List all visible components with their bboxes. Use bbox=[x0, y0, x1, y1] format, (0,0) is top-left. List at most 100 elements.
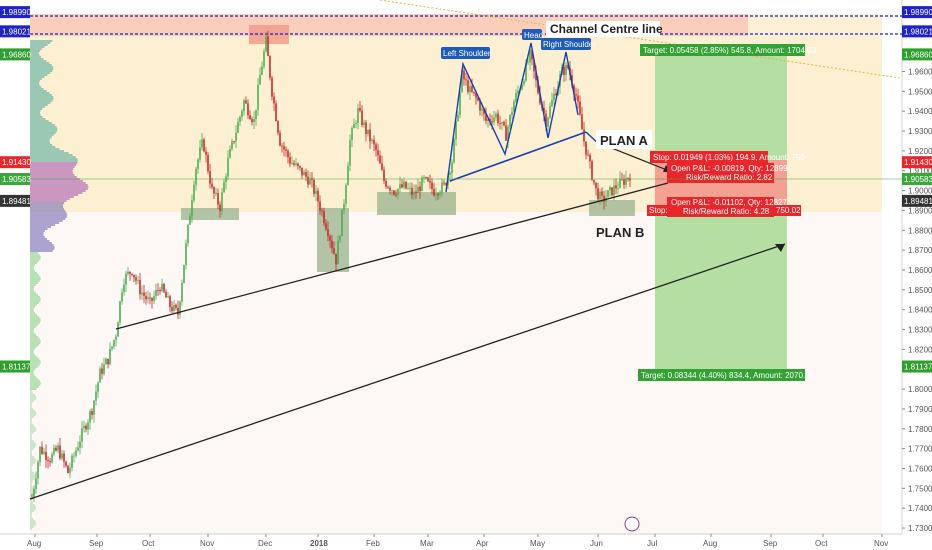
price-label-left bbox=[0, 360, 30, 373]
volume-bar bbox=[30, 390, 32, 392]
volume-bar bbox=[30, 294, 39, 296]
volume-bar bbox=[30, 80, 40, 82]
volume-bar bbox=[30, 496, 33, 498]
volume-bar bbox=[30, 152, 69, 154]
candle-body bbox=[341, 209, 343, 237]
candle-body bbox=[445, 183, 447, 185]
volume-bar bbox=[30, 396, 37, 398]
volume-bar bbox=[30, 120, 49, 122]
y-tick-label: 1.73000 bbox=[908, 524, 932, 533]
price-label-right bbox=[902, 156, 932, 169]
volume-bar bbox=[30, 324, 38, 326]
volume-bar bbox=[30, 292, 36, 294]
volume-bar bbox=[30, 508, 36, 510]
candle-body bbox=[227, 157, 229, 177]
candle-body bbox=[297, 163, 299, 167]
candle-body bbox=[433, 188, 435, 196]
candle-body bbox=[313, 180, 315, 194]
trade-a-target-tag bbox=[640, 44, 805, 56]
price-label-text: 1.96860 bbox=[2, 50, 31, 59]
volume-bar bbox=[30, 50, 40, 52]
volume-bar bbox=[30, 360, 41, 362]
trade-b-stop-amount-tag bbox=[774, 205, 801, 216]
candle-body bbox=[395, 194, 397, 196]
candle-body bbox=[497, 113, 499, 124]
volume-bar bbox=[30, 146, 56, 148]
y-tick-label: 1.75000 bbox=[908, 484, 932, 493]
volume-bar bbox=[30, 48, 42, 50]
event-marker-icon[interactable] bbox=[624, 516, 640, 532]
volume-bar bbox=[30, 350, 34, 352]
candle-body bbox=[73, 455, 75, 457]
volume-bar bbox=[30, 98, 54, 100]
candle-body bbox=[127, 271, 129, 274]
volume-bar bbox=[30, 156, 76, 158]
price-label-right bbox=[902, 6, 932, 19]
candle-body bbox=[419, 186, 421, 192]
candle-body bbox=[193, 184, 195, 201]
candle-body bbox=[509, 115, 511, 127]
volume-bar bbox=[30, 262, 37, 264]
candle-body bbox=[417, 186, 419, 193]
candle-body bbox=[243, 100, 245, 111]
volume-bar bbox=[30, 326, 36, 328]
volume-bar bbox=[30, 312, 36, 314]
candle-body bbox=[609, 187, 611, 191]
volume-bar bbox=[30, 44, 48, 46]
volume-bar bbox=[30, 254, 40, 256]
volume-bar bbox=[30, 184, 88, 186]
y-tick-label: 1.92000 bbox=[908, 147, 932, 156]
price-label-left bbox=[0, 172, 30, 185]
volume-bar bbox=[30, 138, 51, 140]
volume-bar bbox=[30, 258, 41, 260]
volume-bar bbox=[30, 522, 37, 524]
candle-body bbox=[485, 113, 487, 122]
candle-body bbox=[315, 190, 317, 194]
candle-body bbox=[293, 163, 295, 165]
volume-bar bbox=[30, 288, 34, 290]
volume-bar bbox=[30, 520, 36, 522]
x-tick-label: Dec bbox=[258, 539, 272, 548]
candle-body bbox=[487, 119, 489, 122]
volume-bar bbox=[30, 382, 41, 384]
channel-centre-label: Channel Centre line bbox=[550, 22, 663, 36]
candle-body bbox=[511, 112, 513, 116]
volume-bar bbox=[30, 82, 40, 84]
candle-body bbox=[593, 179, 595, 183]
volume-bar bbox=[30, 242, 52, 244]
candle-body bbox=[545, 113, 547, 127]
trade-a-stop-tag bbox=[650, 151, 768, 163]
volume-bar bbox=[30, 286, 35, 288]
candle-body bbox=[213, 187, 215, 194]
candle-body bbox=[525, 63, 527, 81]
candle-body bbox=[613, 185, 615, 196]
volume-bar bbox=[30, 60, 47, 62]
volume-bar bbox=[30, 484, 32, 486]
candle-body bbox=[101, 368, 103, 374]
volume-bar bbox=[30, 222, 60, 224]
price-label-text: 1.91430 bbox=[904, 158, 932, 167]
candle-body bbox=[367, 129, 369, 135]
candle-body bbox=[183, 265, 185, 283]
volume-bar bbox=[30, 182, 86, 184]
volume-bar bbox=[30, 246, 55, 248]
volume-bar bbox=[30, 330, 34, 332]
candle-body bbox=[495, 113, 497, 118]
uptrend-line-outer bbox=[29, 243, 786, 500]
candle-body bbox=[463, 70, 465, 80]
y-tick-label: 1.82000 bbox=[908, 345, 932, 354]
volume-bar bbox=[30, 322, 40, 324]
volume-bar bbox=[30, 230, 45, 232]
trade-b-stop-prefix: Stop: bbox=[649, 206, 668, 215]
candle-body bbox=[599, 191, 601, 200]
x-tick-label: Sep bbox=[763, 539, 778, 548]
candle-body bbox=[553, 93, 555, 101]
candle-body bbox=[513, 101, 515, 113]
candle-body bbox=[429, 181, 431, 183]
price-label-text: 1.81137 bbox=[2, 363, 31, 372]
candle-body bbox=[363, 122, 365, 125]
candle-body bbox=[137, 280, 139, 281]
volume-bar bbox=[30, 240, 50, 242]
volume-bar bbox=[30, 308, 34, 310]
